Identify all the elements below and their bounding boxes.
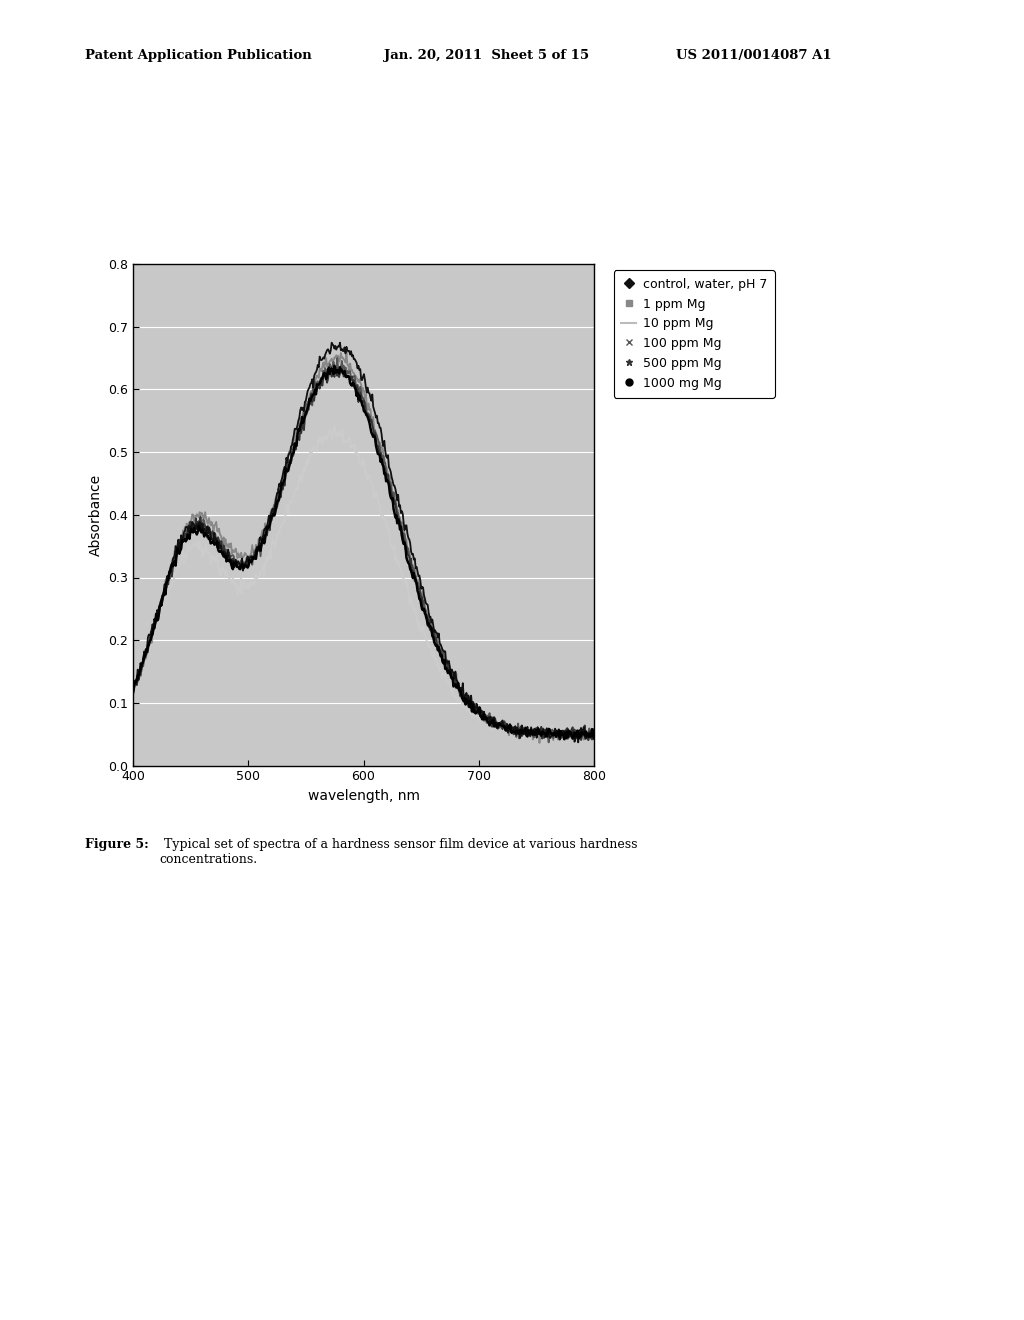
X-axis label: wavelength, nm: wavelength, nm — [307, 789, 420, 803]
Y-axis label: Absorbance: Absorbance — [89, 474, 102, 556]
Legend: control, water, pH 7, 1 ppm Mg, 10 ppm Mg, 100 ppm Mg, 500 ppm Mg, 1000 mg Mg: control, water, pH 7, 1 ppm Mg, 10 ppm M… — [614, 271, 774, 397]
Text: Typical set of spectra of a hardness sensor film device at various hardness
conc: Typical set of spectra of a hardness sen… — [160, 838, 637, 866]
Text: Jan. 20, 2011  Sheet 5 of 15: Jan. 20, 2011 Sheet 5 of 15 — [384, 49, 589, 62]
Text: Figure 5:: Figure 5: — [85, 838, 148, 851]
Text: US 2011/0014087 A1: US 2011/0014087 A1 — [676, 49, 831, 62]
Text: Patent Application Publication: Patent Application Publication — [85, 49, 311, 62]
